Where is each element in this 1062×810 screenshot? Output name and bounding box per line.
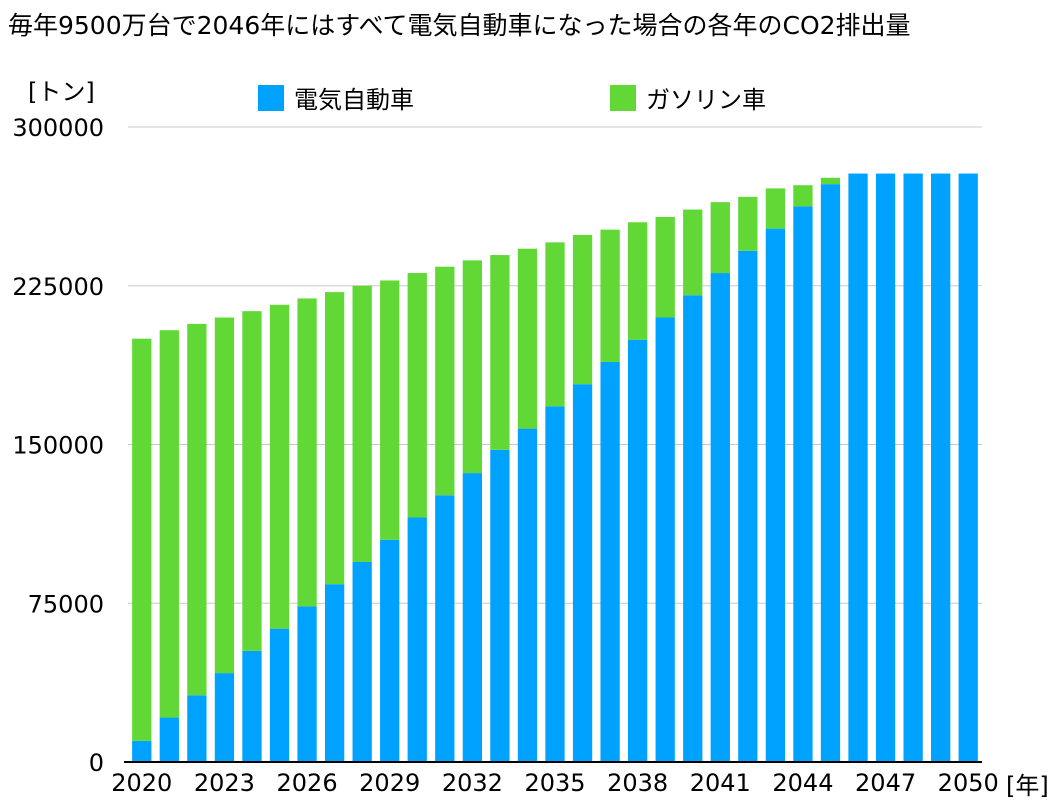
bar-segment-gasoline bbox=[820, 177, 841, 185]
bar-segment-ev bbox=[435, 495, 455, 762]
bar-segment-ev bbox=[269, 628, 290, 762]
bar-segment-ev bbox=[187, 695, 207, 762]
bar-segment-gasoline bbox=[628, 222, 648, 340]
bar-segment-gasoline bbox=[214, 317, 235, 674]
bar-segment-ev bbox=[324, 584, 345, 762]
legend-label-ev: 電気自動車 bbox=[294, 86, 414, 114]
bar-segment-ev bbox=[159, 717, 179, 762]
legend-swatch-ev bbox=[258, 84, 284, 111]
x-tick-label: 2035 bbox=[524, 769, 585, 797]
bar-segment-ev bbox=[628, 339, 648, 762]
bar-segment-ev bbox=[931, 173, 951, 763]
bar-segment-gasoline bbox=[187, 323, 207, 696]
y-tick-label: 0 bbox=[89, 749, 104, 777]
bar-segment-ev bbox=[352, 561, 372, 762]
x-tick-label: 2041 bbox=[690, 769, 751, 797]
bar-segment-ev bbox=[214, 673, 235, 762]
bar-segment-gasoline bbox=[324, 292, 345, 585]
bar-segment-gasoline bbox=[297, 298, 317, 607]
x-tick-label: 2047 bbox=[855, 769, 916, 797]
bar-segment-gasoline bbox=[738, 196, 758, 251]
bar-segment-ev bbox=[545, 406, 565, 762]
bar-segment-ev bbox=[793, 206, 813, 762]
bar-segment-gasoline bbox=[572, 234, 593, 385]
bar-segment-ev bbox=[490, 449, 510, 762]
bar-segment-ev bbox=[683, 295, 703, 762]
bar-segment-gasoline bbox=[407, 273, 427, 518]
bar-segment-ev bbox=[600, 361, 620, 762]
bar-segment-ev bbox=[958, 173, 978, 763]
bar-segment-ev bbox=[820, 184, 841, 762]
x-tick-label: 2050 bbox=[938, 769, 999, 797]
bar-segment-gasoline bbox=[159, 330, 179, 718]
legend-swatch-gasoline bbox=[610, 84, 636, 111]
bar-segment-ev bbox=[242, 650, 262, 762]
bar-segment-ev bbox=[517, 428, 538, 762]
x-tick-label: 2020 bbox=[111, 769, 172, 797]
bar-segment-ev bbox=[462, 473, 482, 762]
x-axis-unit-label: [年] bbox=[1006, 772, 1049, 800]
bar-segment-gasoline bbox=[490, 255, 510, 450]
bar-segment-ev bbox=[765, 228, 786, 763]
bar-segment-ev bbox=[738, 250, 758, 762]
bar-segment-ev bbox=[875, 173, 896, 763]
chart-title: 毎年9500万台で2046年にはすべて電気自動車になった場合の各年のCO2排出量 bbox=[8, 11, 911, 40]
y-tick-label: 300000 bbox=[12, 114, 104, 142]
bar-segment-ev bbox=[710, 273, 730, 762]
bar-segment-gasoline bbox=[683, 209, 703, 296]
bar-segment-ev bbox=[297, 606, 317, 762]
bar-segment-gasoline bbox=[545, 242, 565, 407]
bar-segment-ev bbox=[848, 173, 868, 763]
y-tick-label: 150000 bbox=[12, 432, 104, 460]
bar-segment-ev bbox=[903, 173, 923, 763]
bar-segment-gasoline bbox=[710, 202, 730, 274]
x-tick-label: 2023 bbox=[194, 769, 255, 797]
y-tick-label: 75000 bbox=[28, 590, 104, 618]
bar-segment-gasoline bbox=[352, 285, 372, 562]
bar-segment-gasoline bbox=[380, 280, 400, 540]
bar-segment-ev bbox=[655, 317, 675, 762]
legend-item-gasoline: ガソリン車 bbox=[610, 80, 766, 115]
x-tick-label: 2044 bbox=[772, 769, 833, 797]
bar-segment-ev bbox=[572, 384, 593, 762]
y-tick-label: 225000 bbox=[12, 273, 104, 301]
bar-segment-gasoline bbox=[600, 229, 620, 362]
bar-segment-gasoline bbox=[517, 248, 538, 429]
bar-segment-gasoline bbox=[132, 338, 152, 741]
x-tick-label: 2038 bbox=[607, 769, 668, 797]
bar-segment-gasoline bbox=[793, 185, 813, 207]
bar-segment-ev bbox=[407, 517, 427, 762]
legend-item-ev: 電気自動車 bbox=[258, 80, 414, 115]
x-tick-label: 2029 bbox=[359, 769, 420, 797]
bar-segment-gasoline bbox=[242, 311, 262, 651]
y-axis-unit-label: [トン] bbox=[28, 78, 95, 106]
bar-segment-gasoline bbox=[462, 260, 482, 474]
x-tick-label: 2026 bbox=[277, 769, 338, 797]
bar-segment-ev bbox=[380, 539, 400, 762]
bar-segment-gasoline bbox=[765, 188, 786, 229]
bar-segment-gasoline bbox=[435, 266, 455, 496]
bar-segment-gasoline bbox=[655, 216, 675, 318]
x-tick-label: 2032 bbox=[442, 769, 503, 797]
bar-segment-ev bbox=[132, 740, 152, 762]
legend-label-gasoline: ガソリン車 bbox=[646, 86, 766, 114]
bar-segment-gasoline bbox=[269, 304, 290, 629]
